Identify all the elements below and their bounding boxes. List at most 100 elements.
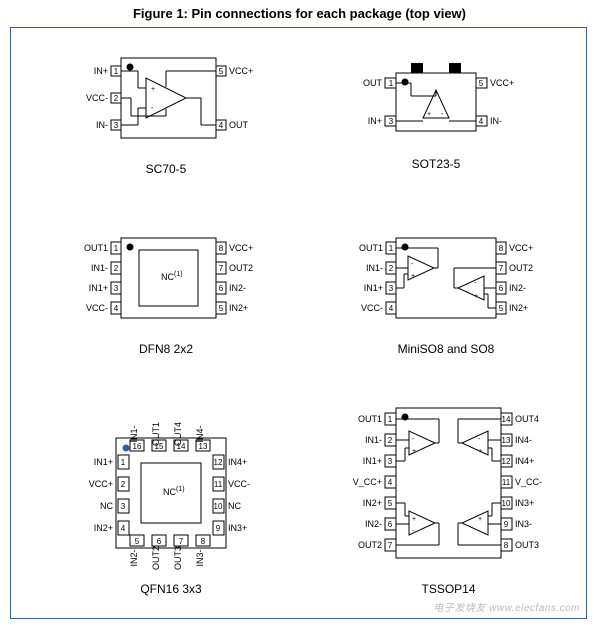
svg-text:IN1-: IN1- xyxy=(365,435,382,445)
svg-text:OUT2: OUT2 xyxy=(229,263,253,273)
svg-text:8: 8 xyxy=(504,541,509,550)
svg-text:4: 4 xyxy=(121,524,126,533)
svg-text:OUT1: OUT1 xyxy=(151,422,161,446)
qfn16-caption: QFN16 3x3 xyxy=(66,582,276,596)
svg-text:IN1-: IN1- xyxy=(129,425,139,442)
svg-text:NC: NC xyxy=(100,501,113,511)
package-tssop14: 1OUT1 2IN1- 3IN1+ 4V_CC+ 5IN2+ 6IN2- 7OU… xyxy=(341,398,556,596)
svg-text:3: 3 xyxy=(389,117,394,126)
svg-text:IN4-: IN4- xyxy=(515,435,532,445)
svg-text:8: 8 xyxy=(201,537,206,546)
svg-text:-: - xyxy=(478,436,481,443)
svg-text:IN3+: IN3+ xyxy=(515,498,534,508)
svg-text:IN2-: IN2- xyxy=(229,283,246,293)
svg-text:VCC-: VCC- xyxy=(86,303,108,313)
svg-text:4: 4 xyxy=(479,117,484,126)
svg-text:VCC-: VCC- xyxy=(86,93,108,103)
svg-text:1: 1 xyxy=(114,244,119,253)
svg-text:+: + xyxy=(478,516,482,523)
svg-text:2: 2 xyxy=(114,94,119,103)
svg-text:8: 8 xyxy=(219,244,224,253)
svg-text:OUT: OUT xyxy=(363,78,383,88)
svg-text:+: + xyxy=(474,293,478,300)
svg-text:IN3-: IN3- xyxy=(195,549,205,566)
svg-text:7: 7 xyxy=(388,541,393,550)
svg-text:-: - xyxy=(474,280,477,287)
svg-text:+: + xyxy=(411,273,415,280)
svg-text:11: 11 xyxy=(502,478,511,487)
svg-text:1: 1 xyxy=(121,458,126,467)
svg-text:+: + xyxy=(427,111,431,118)
watermark: 电子发烧友 www.elecfans.com xyxy=(433,599,580,614)
svg-text:OUT3: OUT3 xyxy=(515,540,539,550)
svg-text:V_CC+: V_CC+ xyxy=(353,477,382,487)
svg-text:IN2+: IN2+ xyxy=(229,303,248,313)
svg-text:5: 5 xyxy=(388,499,393,508)
svg-text:6: 6 xyxy=(219,284,224,293)
tssop14-caption: TSSOP14 xyxy=(341,582,556,596)
svg-text:-: - xyxy=(412,528,415,535)
svg-text:1: 1 xyxy=(389,244,394,253)
svg-text:6: 6 xyxy=(388,520,393,529)
svg-text:VCC-: VCC- xyxy=(361,303,383,313)
svg-text:IN4-: IN4- xyxy=(195,425,205,442)
package-sc70: 1 IN+ 2 VCC- 3 IN- 5 VCC+ 4 OUT + - SC70… xyxy=(76,48,256,176)
svg-text:4: 4 xyxy=(114,304,119,313)
package-dfn8: NC (1) 1OUT1 2IN1- 3IN1+ 4VCC- 8VCC+ 7OU… xyxy=(71,228,261,356)
tssop14-diagram: 1OUT1 2IN1- 3IN1+ 4V_CC+ 5IN2+ 6IN2- 7OU… xyxy=(341,398,556,578)
package-sot23: 1 OUT 3 IN+ 5 VCC+ 4 IN- + - SOT23-5 xyxy=(351,58,521,171)
svg-text:-: - xyxy=(151,105,154,112)
sot23-diagram: 1 OUT 3 IN+ 5 VCC+ 4 IN- + - xyxy=(351,58,521,153)
svg-text:9: 9 xyxy=(504,520,509,529)
figure-title: Figure 1: Pin connections for each packa… xyxy=(0,0,599,27)
svg-text:IN+: IN+ xyxy=(368,116,382,126)
qfn16-diagram: NC (1) 16IN1- 15OUT1 14OUT4 13IN4- 5IN2-… xyxy=(66,408,276,578)
svg-text:IN-: IN- xyxy=(96,120,108,130)
svg-text:IN1-: IN1- xyxy=(91,263,108,273)
svg-text:OUT: OUT xyxy=(229,120,249,130)
svg-text:-: - xyxy=(412,436,415,443)
svg-text:+: + xyxy=(412,448,416,455)
svg-text:VCC-: VCC- xyxy=(228,479,250,489)
svg-text:1: 1 xyxy=(388,415,393,424)
svg-text:7: 7 xyxy=(219,264,224,273)
svg-text:IN2-: IN2- xyxy=(365,519,382,529)
svg-text:IN-: IN- xyxy=(490,116,502,126)
svg-text:2: 2 xyxy=(388,436,393,445)
svg-text:VCC+: VCC+ xyxy=(89,479,113,489)
svg-text:2: 2 xyxy=(389,264,394,273)
svg-text:12: 12 xyxy=(502,457,511,466)
svg-text:13: 13 xyxy=(502,436,511,445)
svg-text:5: 5 xyxy=(499,304,504,313)
svg-text:VCC+: VCC+ xyxy=(229,243,253,253)
svg-text:4: 4 xyxy=(219,121,224,130)
svg-text:+: + xyxy=(412,516,416,523)
svg-text:10: 10 xyxy=(214,502,223,511)
svg-text:NC: NC xyxy=(228,501,241,511)
svg-text:OUT2: OUT2 xyxy=(509,263,533,273)
svg-text:OUT1: OUT1 xyxy=(358,414,382,424)
svg-text:+: + xyxy=(478,448,482,455)
svg-text:VCC+: VCC+ xyxy=(490,78,514,88)
svg-text:3: 3 xyxy=(121,502,126,511)
figure-frame: 1 IN+ 2 VCC- 3 IN- 5 VCC+ 4 OUT + - SC70… xyxy=(10,27,587,619)
svg-text:OUT4: OUT4 xyxy=(173,422,183,446)
svg-text:IN2+: IN2+ xyxy=(363,498,382,508)
svg-text:IN2+: IN2+ xyxy=(509,303,528,313)
svg-text:OUT2: OUT2 xyxy=(358,540,382,550)
svg-text:5: 5 xyxy=(135,537,140,546)
svg-text:5: 5 xyxy=(219,304,224,313)
sc70-caption: SC70-5 xyxy=(76,162,256,176)
svg-text:7: 7 xyxy=(499,264,504,273)
svg-text:VCC+: VCC+ xyxy=(229,66,253,76)
svg-text:11: 11 xyxy=(214,480,223,489)
svg-text:OUT3: OUT3 xyxy=(173,546,183,570)
svg-text:8: 8 xyxy=(499,244,504,253)
svg-text:(1): (1) xyxy=(174,271,183,278)
svg-text:4: 4 xyxy=(388,478,393,487)
svg-text:-: - xyxy=(411,261,414,268)
svg-text:IN3+: IN3+ xyxy=(228,523,247,533)
sot23-caption: SOT23-5 xyxy=(351,157,521,171)
svg-text:4: 4 xyxy=(389,304,394,313)
svg-text:NC: NC xyxy=(163,487,176,497)
